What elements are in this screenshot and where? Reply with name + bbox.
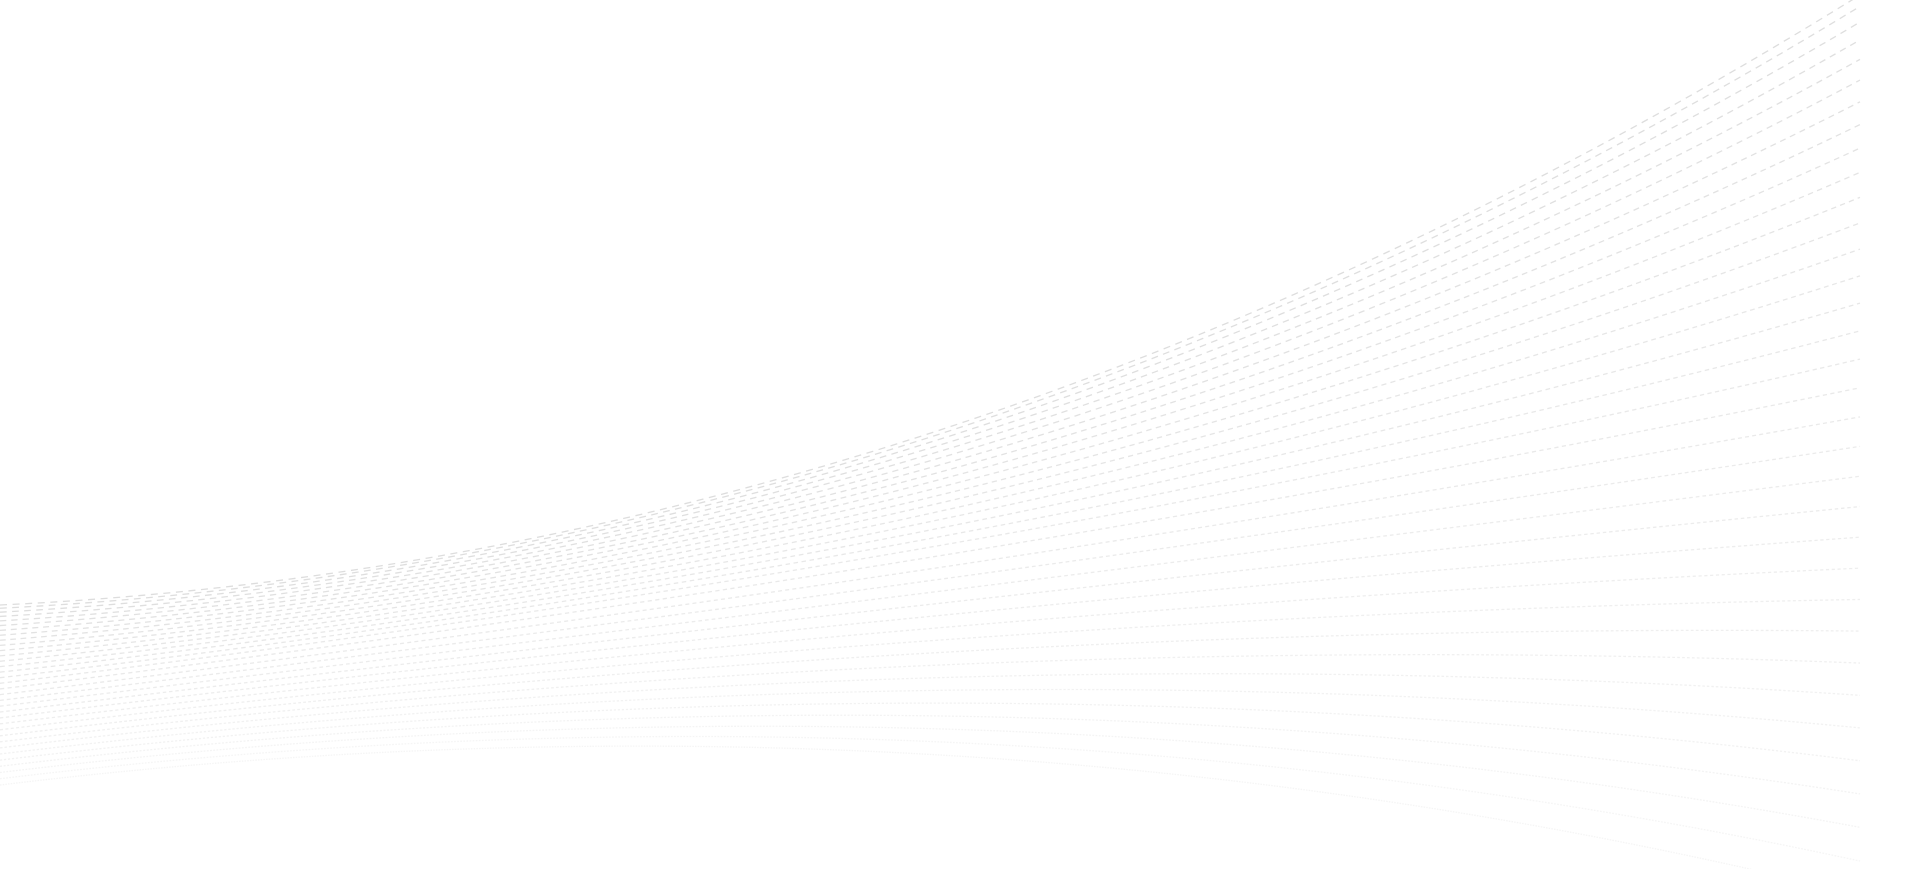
wave-line: [0, 196, 1861, 652]
wave-line: [0, 0, 1854, 606]
wave-line: [0, 387, 1861, 690]
wave-line: [0, 58, 1861, 622]
wave-line: [0, 735, 1861, 862]
wave-line: [0, 745, 1753, 869]
wave-line: [0, 475, 1861, 707]
wave-line: [0, 673, 1861, 749]
wave-line: [0, 330, 1861, 679]
wave-line: [0, 79, 1861, 627]
wave-line: [0, 445, 1861, 702]
wave-line: [0, 567, 1861, 725]
wave-line: [0, 688, 1861, 755]
wave-line: [0, 725, 1861, 828]
wave-line: [0, 598, 1861, 731]
wave-line: [0, 5, 1861, 609]
wave-line: [0, 536, 1861, 719]
wave-line: [0, 21, 1861, 613]
wave-line: [0, 416, 1861, 696]
wave-line: [0, 123, 1861, 636]
wave-line: [0, 702, 1861, 762]
wave-line: [0, 222, 1861, 657]
wave-line: [0, 505, 1861, 713]
wave-line: [0, 275, 1861, 668]
wave-line: [0, 147, 1861, 641]
wave-line: [0, 358, 1861, 684]
wave-line: [0, 629, 1861, 737]
wave-line: [0, 654, 1861, 743]
wave-line: [0, 39, 1861, 618]
wave-line: [0, 302, 1861, 673]
wave-line: [0, 248, 1861, 662]
wave-line: [0, 171, 1861, 647]
wave-line: [0, 714, 1861, 795]
wave-line: [0, 101, 1861, 631]
